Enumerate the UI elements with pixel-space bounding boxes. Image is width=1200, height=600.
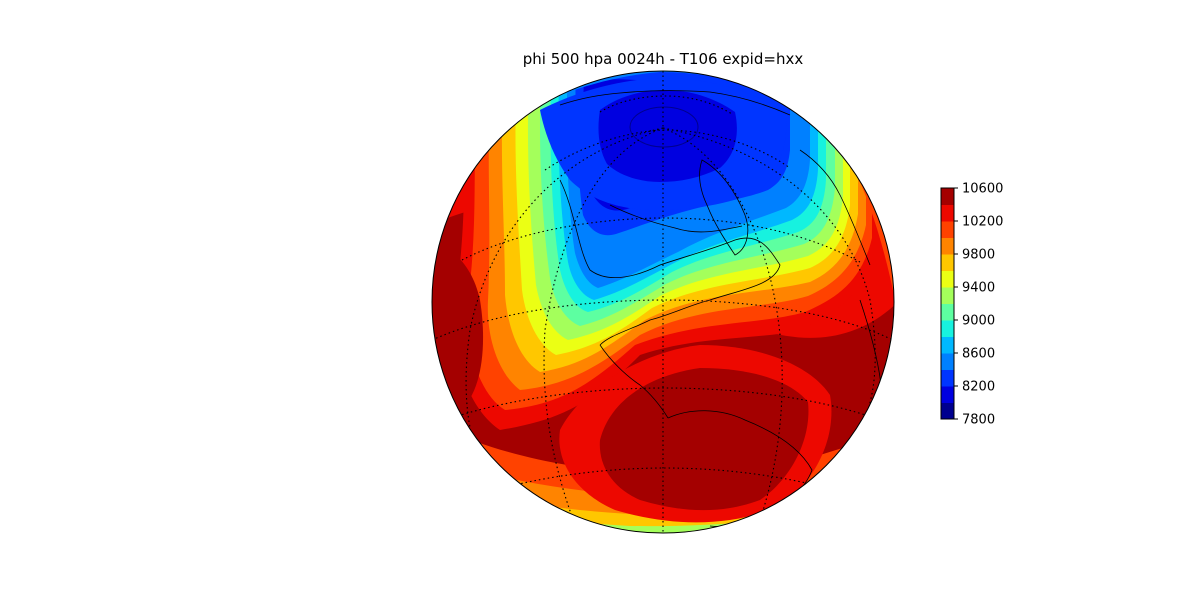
meridian-line [662, 127, 783, 521]
colorbar-tick-label: 7800 [962, 413, 995, 428]
coastline-europe [799, 149, 871, 266]
colorbar-tick-label: 10200 [962, 215, 1003, 230]
colorbar-band [941, 270, 954, 288]
colorbar-tick-label: 8200 [962, 380, 995, 395]
colorbar-band [941, 320, 954, 337]
colorbar-band [941, 353, 954, 370]
parallel-line [599, 95, 733, 115]
coastline-asia-east [559, 90, 791, 116]
colorbar-band [941, 188, 954, 205]
band-7800-center [629, 106, 699, 148]
coastline-north-america [559, 179, 781, 346]
colorbar-band [941, 204, 954, 222]
meridian-line [543, 127, 664, 526]
colorbar: 10600 10200 9800 9400 9000 8600 8200 7800 [940, 182, 1003, 428]
colorbar-band [941, 303, 954, 321]
colorbar-band [941, 254, 954, 271]
parallel-line [461, 217, 861, 263]
graticule [432, 71, 894, 533]
colorbar-band [941, 336, 954, 354]
coastline-greenland [699, 159, 749, 256]
colorbar-band [941, 221, 954, 238]
coastline-canada [609, 204, 743, 233]
colorbar-band [941, 287, 954, 304]
colorbar-band [941, 237, 954, 255]
parallel-line [544, 129, 791, 171]
colorbar-band [941, 386, 954, 403]
parallel-line [444, 387, 881, 421]
band-south-rim-4 [432, 500, 894, 533]
parallel-line [494, 467, 836, 491]
colorbar-tick-label: 9000 [962, 314, 995, 329]
colorbar-band [941, 369, 954, 387]
band-10600-south-core [599, 368, 809, 511]
colorbar-frame [940, 187, 955, 420]
map-title: phi 500 hpa 0024h - T106 expid=hxx [523, 50, 804, 68]
globe [432, 71, 894, 533]
band-south-rim-3 [432, 480, 894, 533]
coastline-central-america [599, 344, 669, 419]
parallel-line [432, 299, 894, 341]
globe-outline [431, 70, 895, 534]
colorbar-tick-label: 9400 [962, 281, 995, 296]
colorbar-tick-label: 9800 [962, 248, 995, 263]
geopotential-field [432, 71, 894, 533]
colorbar-tick-label: 8600 [962, 347, 995, 362]
colorbar-band [941, 402, 954, 420]
colorbar-tick-label: 10600 [962, 182, 1003, 197]
meridian-line [662, 127, 876, 431]
